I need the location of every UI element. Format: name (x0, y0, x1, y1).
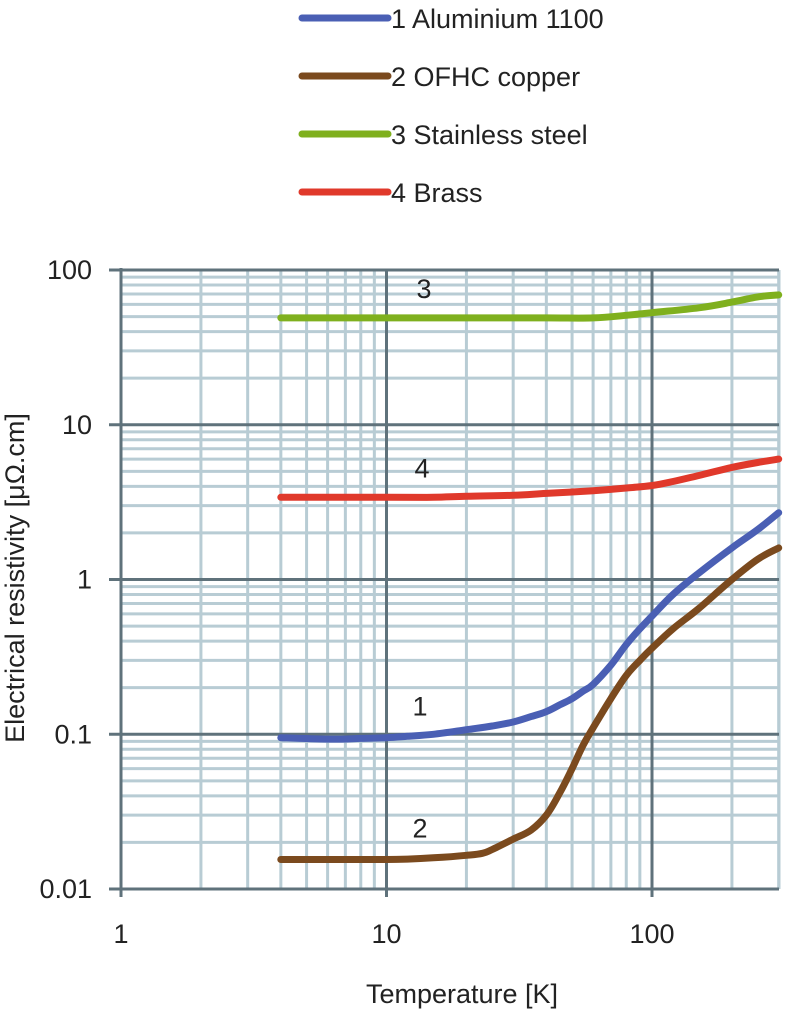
grid-major (109, 268, 779, 897)
y-tick-label: 1 (77, 565, 92, 595)
x-axis-title: Temperature [K] (366, 979, 558, 1009)
legend-label: 1 Aluminium 1100 (391, 4, 604, 34)
y-tick-label: 0.1 (54, 719, 92, 749)
legend-item-ofhc-copper: 2 OFHC copper (298, 62, 580, 92)
legend-label: 3 Stainless steel (391, 120, 588, 150)
y-tick-label: 10 (62, 410, 92, 440)
legend-item-stainless-steel: 3 Stainless steel (298, 120, 588, 150)
series-line-brass (277, 455, 783, 501)
curve-labels: 1 2 3 4 (412, 274, 431, 844)
legend-label: 4 Brass (391, 178, 483, 208)
legend-label: 2 OFHC copper (391, 62, 580, 92)
legend-item-aluminium-1100: 1 Aluminium 1100 (298, 4, 604, 34)
x-tick-label: 1 (113, 919, 128, 949)
y-tick-label: 100 (47, 255, 92, 285)
series-line-aluminium-1100 (277, 509, 783, 743)
series-line-stainless-steel (277, 291, 783, 322)
legend-item-brass: 4 Brass (298, 178, 483, 208)
y-axis-title: Electrical resistivity [μΩ.cm] (0, 413, 30, 743)
legend: 1 Aluminium 1100 2 OFHC copper 3 Stainless… (298, 4, 604, 208)
curve-label-ofhc-copper: 2 (412, 814, 427, 844)
x-tick-label: 10 (371, 919, 401, 949)
curve-label-stainless-steel: 3 (416, 274, 431, 304)
y-tick-label: 0.01 (39, 874, 92, 904)
curve-label-aluminium-1100: 1 (412, 692, 427, 722)
tick-labels: 0.01 0.1 1 10 100 1 10 100 (39, 255, 674, 949)
x-tick-label: 100 (629, 919, 674, 949)
curve-label-brass: 4 (414, 453, 429, 483)
series-line-ofhc-copper (277, 544, 783, 864)
series-layer (277, 291, 783, 864)
